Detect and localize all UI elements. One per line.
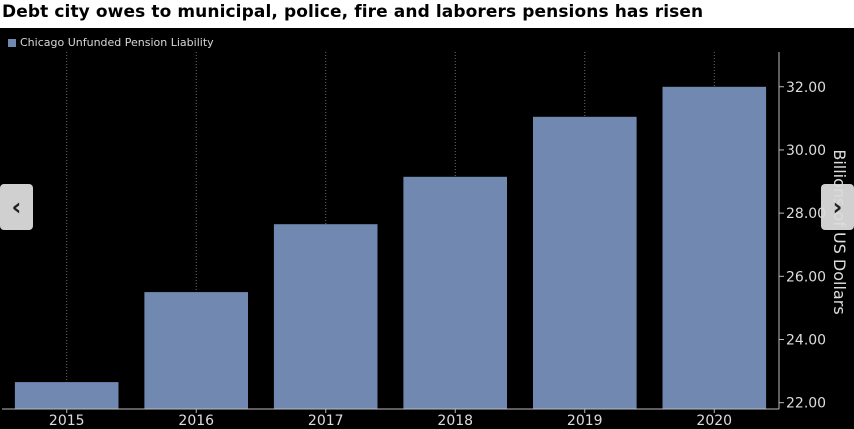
legend-label: Chicago Unfunded Pension Liability: [20, 36, 214, 49]
y-tick-label: 22.00: [786, 396, 826, 412]
next-slide-button[interactable]: ›: [821, 184, 854, 230]
bar-2018: [403, 176, 507, 409]
bar-2020: [662, 86, 767, 410]
chevron-right-icon: ›: [832, 193, 843, 221]
prev-slide-button[interactable]: ‹: [0, 184, 33, 230]
y-tick-label: 24.00: [786, 332, 826, 348]
x-tick-label: 2018: [437, 413, 473, 429]
legend-swatch: [8, 38, 16, 47]
y-tick-label: 30.00: [786, 143, 826, 159]
chart-title: Debt city owes to municipal, police, fir…: [2, 2, 704, 22]
x-tick-label: 2017: [308, 413, 344, 429]
y-axis-label: Billions of US Dollars: [830, 149, 849, 314]
chevron-left-icon: ‹: [11, 193, 22, 221]
bar-2016: [144, 292, 248, 409]
bar-2019: [533, 116, 637, 410]
x-tick-label: 2015: [49, 413, 85, 429]
y-tick-label: 32.00: [786, 80, 826, 96]
bar-2015: [14, 382, 119, 409]
bar-2017: [273, 224, 378, 409]
x-tick-label: 2019: [567, 413, 603, 429]
x-tick-label: 2016: [178, 413, 214, 429]
y-tick-label: 26.00: [786, 269, 826, 285]
y-tick-label: 28.00: [786, 206, 826, 222]
legend: Chicago Unfunded Pension Liability: [8, 36, 214, 49]
x-tick-label: 2020: [696, 413, 732, 429]
